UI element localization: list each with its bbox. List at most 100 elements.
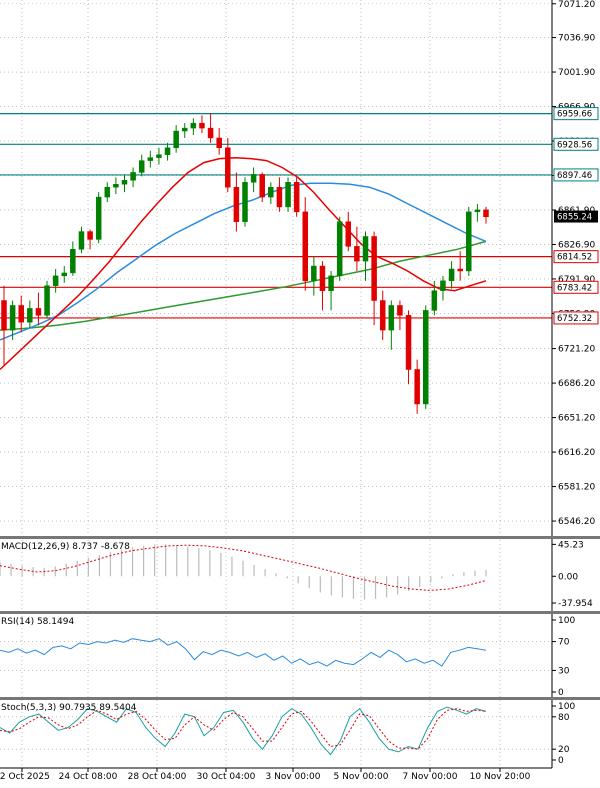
candle-body — [431, 290, 438, 311]
candle-body — [345, 221, 352, 247]
price-level-value: 6928.56 — [557, 140, 592, 150]
candle-body — [328, 275, 334, 291]
panel-separator — [0, 611, 600, 614]
candle-body — [164, 147, 171, 155]
candle-body — [156, 154, 162, 158]
price-level-value: 6897.46 — [557, 171, 592, 181]
candles — [1, 113, 489, 414]
candle-body — [182, 127, 188, 132]
y-tick-label: 0 — [558, 688, 564, 698]
candle-body — [388, 305, 395, 331]
candle-body — [95, 196, 102, 240]
price-level-tag — [553, 280, 599, 294]
y-tick-label: 6546.20 — [558, 517, 595, 527]
candle-body — [78, 231, 85, 250]
y-tick-label: 6616.20 — [558, 448, 595, 458]
current-price-value: 6855.24 — [557, 213, 592, 223]
labels: MACD(12,26,9) 8.737 -8.678 RSI(14) 58.14… — [1, 542, 137, 713]
x-tick-label: 28 Oct 04:00 — [128, 772, 187, 782]
y-tick-label: 30 — [558, 666, 570, 676]
candle-body — [190, 122, 197, 129]
x-tick-label: 22 Oct 2025 — [0, 772, 50, 782]
grid — [0, 0, 552, 768]
candle-body — [457, 268, 463, 272]
candle-body — [199, 122, 205, 129]
candle-body — [440, 280, 446, 291]
y-tick-label: 100 — [558, 702, 575, 712]
current-price-tag — [554, 210, 598, 223]
candle-body — [336, 221, 343, 277]
y-tick-label: -37.954 — [558, 599, 593, 609]
candle-body — [9, 305, 16, 331]
candle-body — [138, 160, 145, 173]
candle-body — [474, 209, 481, 213]
candle-body — [87, 231, 93, 240]
macd-signal-line — [0, 544, 487, 591]
candle-body — [207, 127, 214, 139]
price-level-value: 6814.52 — [557, 253, 592, 263]
candle-body — [405, 315, 412, 370]
price-level-tag — [553, 168, 599, 182]
indicators — [0, 544, 487, 756]
y-tick-label: 7071.20 — [558, 0, 595, 10]
candle-body — [379, 300, 386, 331]
x-tick-label: 24 Oct 08:00 — [59, 772, 118, 782]
price-level-value: 6783.42 — [557, 283, 592, 293]
candle-body — [362, 236, 369, 262]
candle-body — [70, 249, 76, 274]
y-tick-label: 6581.20 — [558, 483, 595, 493]
candle-body — [225, 147, 231, 188]
ma-red-line — [0, 156, 487, 371]
price-level-tag — [553, 137, 599, 151]
candle-body — [302, 211, 308, 282]
y-tick-label: 70 — [558, 638, 570, 648]
y-tick-label: 6826.90 — [558, 240, 595, 250]
macd-label: MACD(12,26,9) 8.737 -8.678 — [1, 542, 130, 552]
candle-body — [173, 130, 179, 149]
y-tick-label: 45.23 — [558, 540, 584, 550]
y-tick-label: 20 — [558, 745, 570, 755]
y-tick-label: 0 — [558, 756, 564, 766]
candle-body — [285, 182, 291, 208]
candle-body — [35, 308, 42, 316]
y-tick-label: 6721.20 — [558, 345, 595, 355]
price-level-tag — [553, 250, 599, 264]
candle-body — [268, 186, 274, 198]
candle-body — [371, 236, 377, 301]
candle-body — [1, 300, 7, 331]
candle-body — [414, 369, 420, 405]
candle-body — [61, 272, 67, 277]
y-tick-label: 6651.20 — [558, 414, 595, 424]
x-tick-label: 5 Nov 00:00 — [334, 772, 389, 782]
candle-body — [121, 180, 128, 185]
candle-body — [113, 184, 119, 188]
candle-body — [483, 209, 489, 218]
x-tick-label: 10 Nov 20:00 — [470, 772, 531, 782]
stoch-d-line — [0, 708, 487, 750]
price-level-value: 6959.66 — [557, 110, 592, 120]
candle-body — [276, 186, 283, 208]
y-tick-label: 7001.90 — [558, 68, 595, 78]
candle-body — [259, 174, 265, 198]
candle-body — [18, 305, 24, 323]
price-level-value: 6752.32 — [557, 314, 592, 324]
candle-body — [250, 174, 257, 183]
price-level-tag — [553, 311, 599, 325]
candle-body — [147, 157, 154, 161]
ma-green-line — [0, 240, 487, 331]
candle-body — [423, 310, 429, 405]
y-tick-label: 100 — [558, 616, 575, 626]
rsi-line — [0, 638, 487, 667]
candle-body — [104, 186, 111, 198]
horizontal-levels — [0, 113, 552, 319]
stoch-k-line — [0, 706, 487, 756]
y-tick-label: 80 — [558, 713, 570, 723]
candle-body — [354, 246, 360, 262]
x-tick-label: 30 Oct 04:00 — [197, 772, 256, 782]
candle-body — [466, 211, 472, 272]
candle-body — [448, 268, 455, 282]
price-level-tag — [553, 107, 599, 121]
y-tick-label: 0.00 — [558, 572, 578, 582]
